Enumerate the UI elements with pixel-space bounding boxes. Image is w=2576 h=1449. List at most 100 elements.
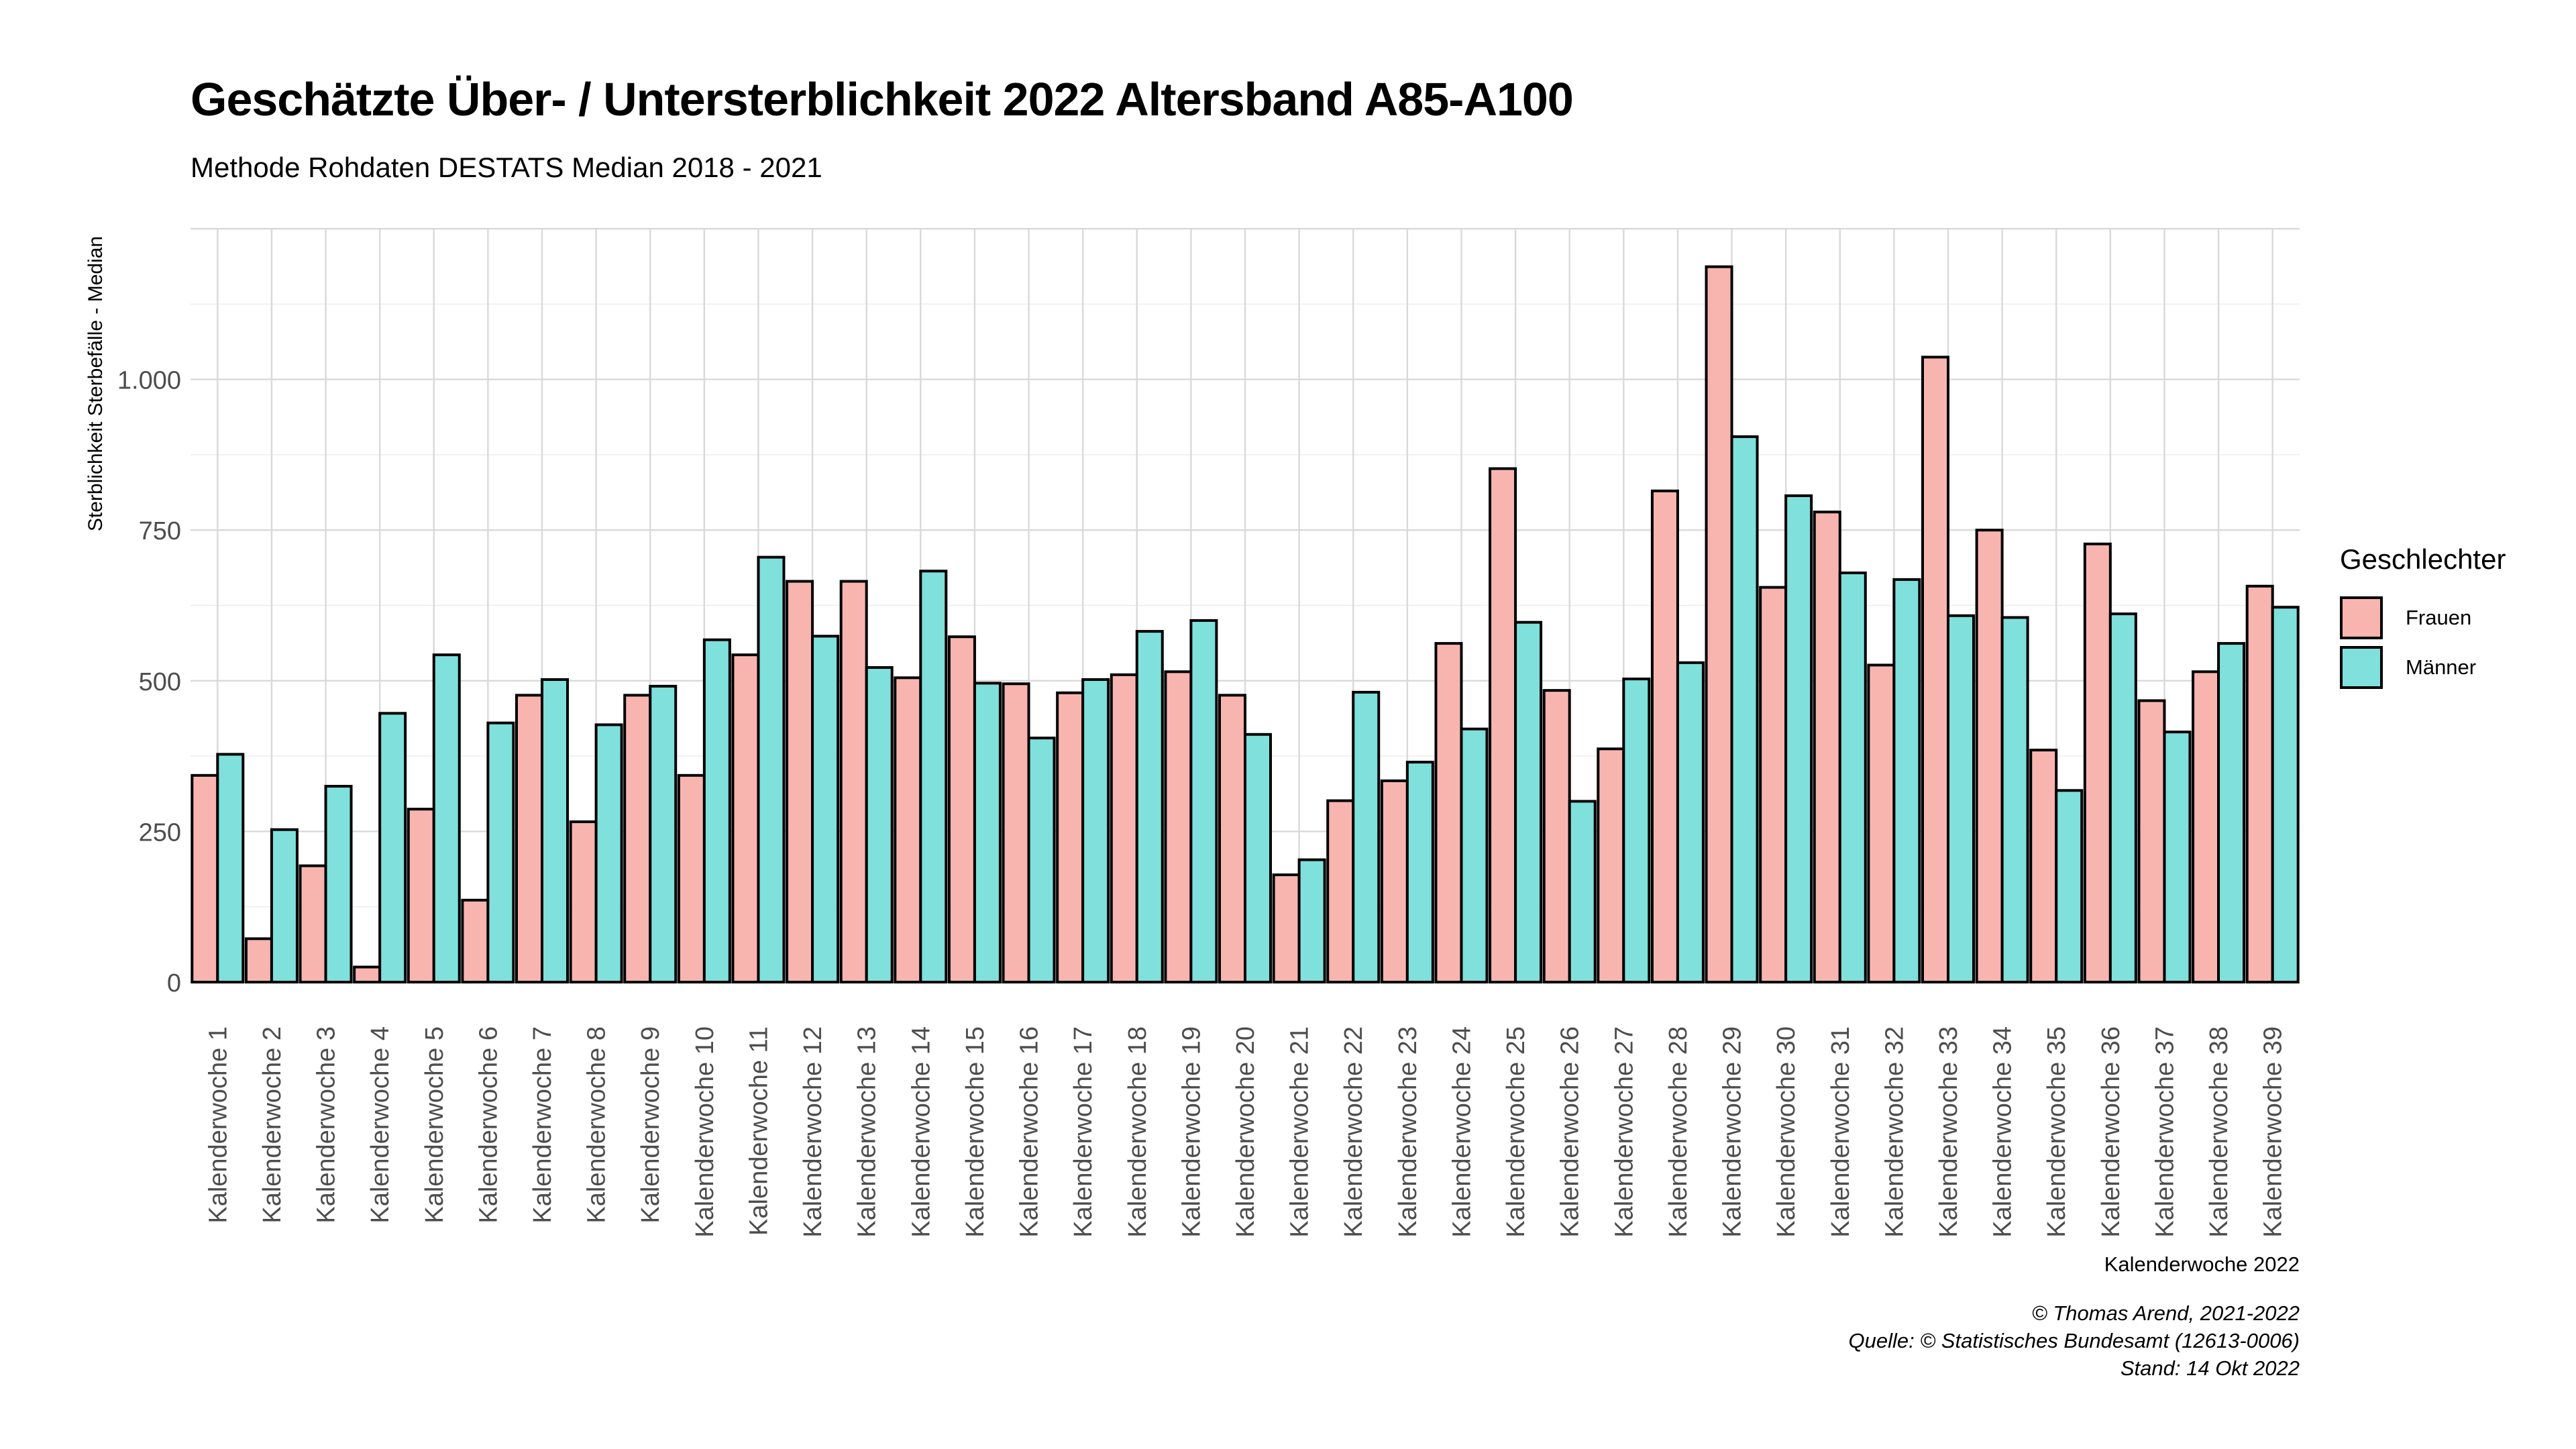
x-tick-label: Kalenderwoche 36 (2097, 1026, 2125, 1238)
bar-maenner-25 (1514, 621, 1543, 983)
bar-frauen-5 (407, 808, 435, 983)
bar-maenner-14 (919, 570, 948, 983)
caption-date: Stand: 14 Okt 2022 (2120, 1356, 2300, 1380)
bar-maenner-5 (432, 653, 461, 984)
bar-frauen-6 (461, 898, 490, 984)
chart-title: Geschätzte Über- / Untersterblichkeit 20… (191, 73, 1574, 125)
x-tick-label: Kalenderwoche 15 (961, 1026, 989, 1238)
x-tick-label: Kalenderwoche 20 (1232, 1026, 1260, 1238)
bar-maenner-2 (270, 828, 299, 984)
bar-frauen-19 (1164, 670, 1193, 983)
bar-maenner-30 (1784, 494, 1813, 983)
x-tick-label: Kalenderwoche 30 (1772, 1026, 1801, 1238)
bar-frauen-11 (731, 653, 760, 984)
y-tick-label: 750 (139, 517, 181, 545)
x-axis-label: Kalenderwoche 2022 (2104, 1252, 2300, 1276)
bar-frauen-7 (515, 694, 543, 983)
x-tick-label: Kalenderwoche 17 (1069, 1026, 1097, 1238)
bar-maenner-20 (1244, 733, 1272, 983)
x-tick-label: Kalenderwoche 14 (907, 1026, 935, 1238)
bar-maenner-29 (1730, 435, 1759, 983)
bar-frauen-30 (1759, 586, 1788, 983)
x-tick-label: Kalenderwoche 23 (1394, 1026, 1422, 1238)
x-tick-label: Kalenderwoche 21 (1286, 1026, 1314, 1238)
bar-maenner-38 (2217, 642, 2246, 983)
bar-maenner-8 (594, 723, 623, 983)
x-tick-label: Kalenderwoche 33 (1935, 1026, 1963, 1238)
bar-maenner-4 (378, 712, 407, 983)
bar-maenner-16 (1027, 737, 1056, 983)
legend: Geschlechter Frauen Männer (2340, 543, 2506, 692)
bar-maenner-33 (1947, 614, 1975, 983)
x-tick-label: Kalenderwoche 38 (2205, 1026, 2233, 1238)
x-tick-label: Kalenderwoche 18 (1124, 1026, 1152, 1238)
bar-maenner-1 (216, 753, 245, 983)
bar-maenner-21 (1297, 858, 1326, 983)
bar-frauen-4 (353, 965, 382, 984)
legend-item-maenner: Männer (2340, 643, 2506, 692)
x-tick-label: Kalenderwoche 13 (853, 1026, 881, 1238)
legend-title: Geschlechter (2340, 543, 2506, 575)
bar-maenner-10 (702, 638, 731, 983)
bar-maenner-34 (2000, 616, 2029, 983)
bar-frauen-25 (1489, 467, 1517, 983)
x-tick-label: Kalenderwoche 6 (474, 1026, 502, 1224)
x-tick-label: Kalenderwoche 5 (421, 1026, 449, 1224)
bar-maenner-12 (811, 635, 840, 983)
x-tick-labels: Kalenderwoche 1 Kalenderwoche 2 Kalenderwo… (204, 1026, 2287, 1238)
bar-frauen-10 (677, 773, 706, 983)
bar-maenner-31 (1838, 571, 1867, 983)
bar-frauen-37 (2137, 699, 2166, 983)
x-tick-label: Kalenderwoche 31 (1827, 1026, 1855, 1238)
y-tick-labels: 0 250 500 750 1.000 (117, 367, 181, 998)
bar-maenner-37 (2163, 731, 2192, 983)
legend-key-maenner (2340, 646, 2383, 689)
bar-frauen-1 (191, 773, 219, 983)
x-tick-label: Kalenderwoche 25 (1502, 1026, 1530, 1238)
x-tick-label: Kalenderwoche 34 (1989, 1026, 2017, 1238)
bar-maenner-7 (541, 678, 569, 983)
x-tick-label: Kalenderwoche 29 (1719, 1026, 1747, 1238)
caption-source: Quelle: © Statistisches Bundesamt (12613… (1848, 1329, 2300, 1352)
bar-maenner-19 (1189, 619, 1218, 983)
bar-frauen-38 (2192, 670, 2220, 983)
y-axis-label: Sterblichkeit Sterbefälle - Median (85, 236, 107, 531)
bar-maenner-22 (1352, 690, 1381, 984)
caption-author: © Thomas Arend, 2021-2022 (2031, 1301, 2300, 1325)
bar-frauen-23 (1380, 779, 1409, 984)
bar-maenner-9 (649, 684, 678, 984)
bar-maenner-17 (1081, 678, 1110, 983)
bar-frauen-18 (1110, 673, 1138, 983)
x-tick-label: Kalenderwoche 39 (2259, 1026, 2288, 1238)
bar-frauen-20 (1218, 694, 1246, 983)
x-tick-label: Kalenderwoche 35 (2043, 1026, 2071, 1238)
bars (191, 265, 2300, 984)
bar-maenner-27 (1622, 678, 1651, 983)
bar-frauen-9 (623, 694, 652, 983)
x-tick-label: Kalenderwoche 27 (1610, 1026, 1638, 1238)
x-tick-label: Kalenderwoche 32 (1880, 1026, 1909, 1238)
bar-frauen-16 (1002, 682, 1030, 983)
bar-frauen-3 (299, 864, 327, 983)
x-tick-label: Kalenderwoche 26 (1556, 1026, 1585, 1238)
legend-label-frauen: Frauen (2406, 606, 2472, 629)
x-tick-label: Kalenderwoche 4 (366, 1026, 394, 1224)
bar-maenner-11 (757, 555, 786, 983)
bar-maenner-26 (1568, 800, 1597, 983)
x-tick-label: Kalenderwoche 7 (529, 1026, 557, 1224)
legend-item-frauen: Frauen (2340, 593, 2506, 643)
bar-frauen-8 (569, 820, 598, 984)
bar-frauen-26 (1542, 689, 1571, 984)
x-tick-label: Kalenderwoche 10 (691, 1026, 719, 1238)
y-tick-label: 250 (139, 818, 181, 847)
bar-frauen-21 (1272, 873, 1301, 984)
bar-maenner-28 (1676, 661, 1705, 984)
x-tick-label: Kalenderwoche 24 (1448, 1026, 1476, 1238)
legend-label-maenner: Männer (2406, 655, 2477, 679)
x-tick-label: Kalenderwoche 1 (204, 1026, 232, 1224)
bar-maenner-18 (1135, 630, 1164, 983)
bar-frauen-22 (1326, 799, 1355, 983)
bar-frauen-14 (894, 676, 922, 983)
bar-maenner-23 (1405, 761, 1434, 983)
bar-frauen-35 (2029, 749, 2058, 983)
